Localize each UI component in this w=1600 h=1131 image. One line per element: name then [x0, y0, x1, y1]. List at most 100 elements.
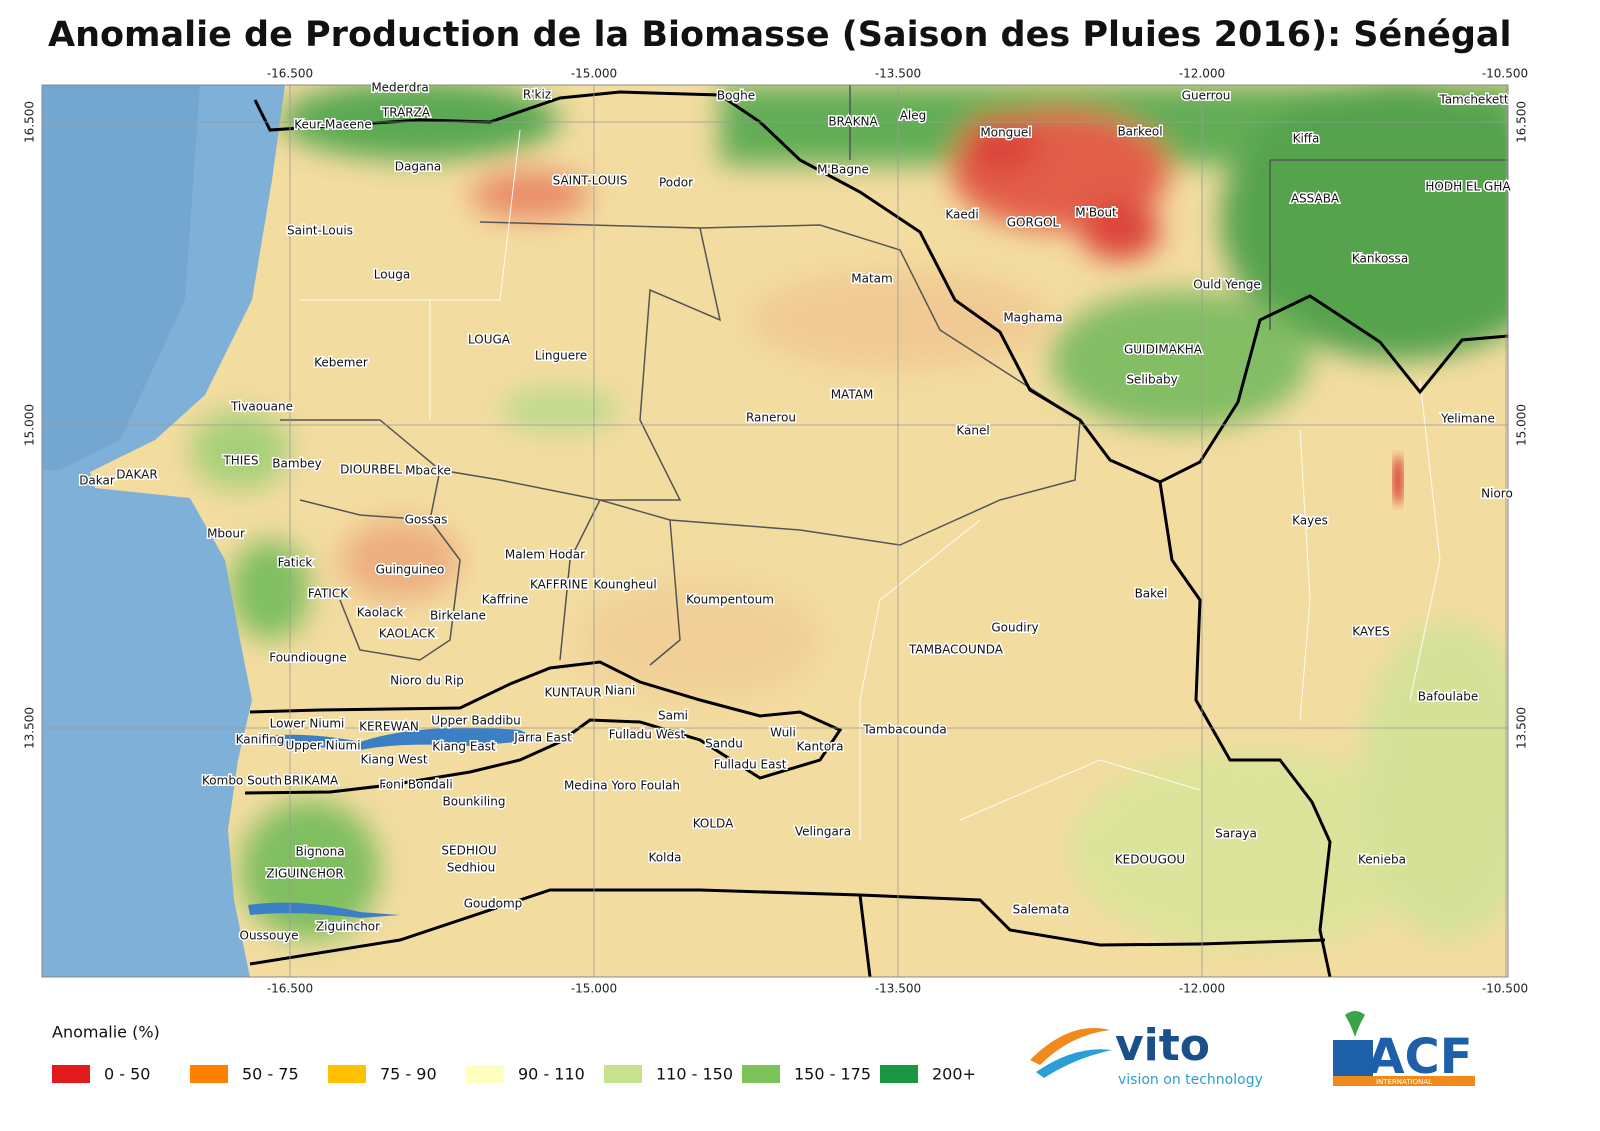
place-label: Gossas [405, 513, 448, 527]
place-label: DIOURBEL [340, 463, 402, 477]
place-label: Niani [605, 684, 636, 698]
place-label: LOUGA [468, 333, 511, 347]
place-label: Saraya [1215, 827, 1257, 841]
place-label: Guerrou [1182, 89, 1231, 103]
place-label: ZIGUINCHOR [266, 867, 344, 881]
place-label: Keur-Macene [294, 118, 371, 132]
place-label: Birkelane [430, 609, 486, 623]
place-label: Fulladu East [714, 758, 787, 772]
place-label: KAYES [1352, 625, 1389, 639]
lon-tick-label: -13.500 [875, 982, 921, 996]
place-label: M'Bout [1075, 206, 1117, 220]
place-label: Boghe [717, 89, 755, 103]
place-label: Dagana [395, 160, 442, 174]
place-label: Jarra East [513, 731, 572, 745]
legend-swatch [52, 1065, 90, 1083]
lat-tick-label: 13.500 [1515, 707, 1529, 749]
place-label: M'Bagne [817, 163, 869, 177]
map-frame [41, 84, 1509, 978]
place-label: Dakar [79, 474, 115, 488]
place-label: Lower Niumi [270, 717, 345, 731]
place-label: Kanel [956, 424, 989, 438]
lon-tick-label: -10.500 [1482, 982, 1528, 996]
place-label: Guinguineo [376, 563, 445, 577]
place-label: Sami [658, 709, 688, 723]
place-label: GORGOL [1007, 216, 1060, 230]
place-label: Kaolack [357, 606, 404, 620]
place-label: KOLDA [693, 817, 734, 831]
place-label: Kombo South [202, 774, 282, 788]
legend-label: 110 - 150 [656, 1065, 733, 1084]
place-label: Ziguinchor [316, 920, 380, 934]
place-label: SAINT-LOUIS [553, 174, 628, 188]
place-label: Podor [659, 176, 693, 190]
place-label: TRARZA [381, 106, 431, 120]
lon-tick-label: -15.000 [571, 67, 617, 81]
place-label: Nioro [1481, 487, 1513, 501]
place-label: KUNTAUR [544, 686, 601, 700]
place-label: Bakel [1135, 587, 1168, 601]
place-label: Bambey [272, 457, 321, 471]
place-label: KAOLACK [379, 627, 436, 641]
place-label: Maghama [1003, 311, 1062, 325]
legend-swatch [742, 1065, 780, 1083]
place-label: Kiang West [360, 753, 427, 767]
legend-label: 150 - 175 [794, 1065, 871, 1084]
place-label: Mbacke [405, 464, 451, 478]
lat-tick-label: 16.500 [23, 101, 37, 143]
place-label: Kaffrine [482, 593, 529, 607]
legend-label: 0 - 50 [104, 1065, 150, 1084]
place-label: Selibaby [1126, 373, 1177, 387]
place-label: Tivaouane [230, 400, 293, 414]
place-label: Kiang East [432, 740, 496, 754]
legend-label: 200+ [932, 1065, 976, 1084]
lon-tick-label: -16.500 [267, 67, 313, 81]
lat-tick-label: 15.000 [1515, 404, 1529, 446]
place-label: FATICK [308, 587, 349, 601]
acf-wordmark: ACF [1367, 1029, 1472, 1085]
place-label: BRIKAMA [284, 774, 339, 788]
place-label: TAMBACOUNDA [908, 643, 1004, 657]
place-label: Fatick [278, 556, 313, 570]
place-label: Ranerou [746, 411, 796, 425]
lon-tick-label: -12.000 [1179, 67, 1225, 81]
place-label: Monguel [980, 126, 1031, 140]
vito-tagline: vision on technology [1118, 1072, 1263, 1088]
lat-tick-label: 13.500 [23, 707, 37, 749]
place-label: HODH EL GHA [1425, 180, 1511, 194]
map-area [42, 85, 1508, 977]
place-label: Matam [851, 272, 892, 286]
place-label: ASSABA [1291, 192, 1340, 206]
place-label: KEREWAN [359, 720, 419, 734]
place-label: Koumpentoum [686, 593, 774, 607]
place-label: Ould Yenge [1193, 278, 1261, 292]
place-label: Kenieba [1358, 853, 1406, 867]
place-label: R'kiz [523, 88, 551, 102]
legend-swatch [190, 1065, 228, 1083]
lon-tick-label: -10.500 [1482, 67, 1528, 81]
place-label: KAFFRINE [530, 578, 588, 592]
legend-swatch [880, 1065, 918, 1083]
place-label: BRAKNA [828, 115, 878, 129]
vito-logo: vito vision on technology [1030, 1020, 1263, 1088]
place-label: GUIDIMAKHA [1124, 343, 1203, 357]
place-label: Kankossa [1352, 252, 1408, 266]
place-label: Goudomp [464, 897, 523, 911]
legend-swatch [328, 1065, 366, 1083]
place-label: Wuli [770, 726, 796, 740]
place-label: Kolda [649, 851, 682, 865]
place-label: Yelimane [1440, 412, 1495, 426]
place-label: Barkeol [1117, 125, 1162, 139]
place-label: Mbour [207, 527, 245, 541]
legend-title: Anomalie (%) [52, 1023, 160, 1042]
place-label: Oussouye [240, 929, 299, 943]
place-label: Velingara [795, 825, 851, 839]
place-label: Upper Niumi [285, 739, 360, 753]
place-label: Foni Bondali [379, 778, 452, 792]
legend-label: 75 - 90 [380, 1065, 437, 1084]
place-label: DAKAR [116, 468, 157, 482]
place-label: Kanifing [236, 733, 285, 747]
legend-label: 50 - 75 [242, 1065, 299, 1084]
place-label: MATAM [831, 388, 874, 402]
place-label: Bafoulabe [1418, 690, 1478, 704]
